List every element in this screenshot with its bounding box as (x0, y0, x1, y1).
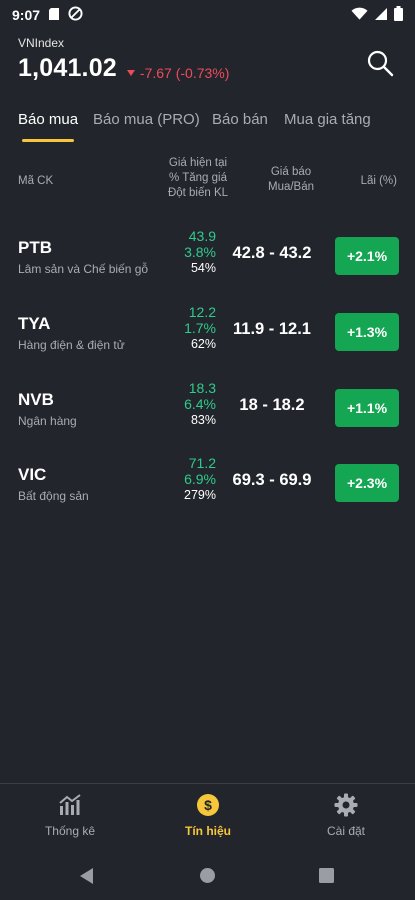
stock-volume-spike: 83% (190, 413, 216, 427)
nav-tin-hieu[interactable]: $ Tín hiệu (148, 792, 268, 838)
header-price-line3: Đột biến KL (167, 187, 229, 199)
active-tab-indicator (22, 139, 74, 142)
stock-quote: 42.8 - 43.2 (232, 244, 312, 262)
stock-price: 12.2 (188, 304, 216, 320)
nav-label: Tín hiệu (185, 824, 231, 838)
header-quote-line1: Giá báo (270, 166, 312, 178)
chart-icon (59, 794, 81, 815)
status-time: 9:07 (12, 7, 41, 23)
table-header: Mã CK Giá hiện tại % Tăng giá Đột biến K… (0, 156, 415, 208)
stock-volume-spike: 54% (190, 261, 216, 275)
stock-stats: 71.2 6.9% 279% (160, 455, 216, 503)
status-bar: 9:07 (0, 0, 415, 30)
index-change-text: -7.67 (-0.73%) (139, 65, 230, 81)
stock-pct-change: 6.9% (184, 471, 216, 487)
stock-pct-change: 1.7% (184, 320, 216, 336)
stock-price: 71.2 (188, 455, 216, 471)
sd-card-icon (48, 7, 60, 24)
table-row[interactable]: VIC Bất động sản 71.2 6.9% 279% 69.3 - 6… (0, 455, 415, 527)
profit-badge: +1.1% (335, 389, 399, 427)
stock-volume-spike: 279% (184, 488, 216, 502)
stock-code: VIC (18, 465, 47, 484)
profit-badge: +2.3% (335, 464, 399, 502)
tab-mua-gia-tang[interactable]: Mua gia tăng (284, 111, 371, 128)
index-change: -7.67 (-0.73%) (126, 65, 230, 81)
data-saver-icon (68, 6, 83, 24)
signal-icon (374, 7, 388, 24)
nav-thong-ke[interactable]: Thống kê (10, 792, 130, 838)
stock-quote: 69.3 - 69.9 (232, 471, 312, 489)
stock-volume-spike: 62% (190, 337, 216, 351)
nav-label: Thống kê (44, 824, 96, 838)
stock-stats: 12.2 1.7% 62% (160, 304, 216, 352)
search-icon (367, 50, 394, 77)
stock-stats: 18.3 6.4% 83% (160, 380, 216, 428)
nav-cai-dat[interactable]: Cài đặt (286, 792, 406, 838)
stock-code: NVB (18, 390, 54, 409)
header-price-line2: % Tăng giá (169, 172, 227, 184)
system-nav-bar (0, 851, 415, 900)
stock-pct-change: 3.8% (184, 244, 216, 260)
search-button[interactable] (365, 48, 395, 78)
stock-sector: Bất động sản (18, 489, 89, 503)
stock-quote: 18 - 18.2 (239, 396, 305, 414)
header-price-line1: Giá hiện tại (168, 157, 228, 169)
stock-sector: Ngân hàng (18, 414, 77, 428)
header-code: Mã CK (18, 175, 54, 187)
profit-badge: +1.3% (335, 313, 399, 351)
header-profit: Lãi (%) (360, 175, 397, 187)
stock-price: 18.3 (188, 380, 216, 396)
recents-icon[interactable] (319, 868, 334, 883)
stock-sector: Hàng điện & điện tử (18, 338, 125, 352)
stock-code: PTB (18, 238, 52, 257)
header-quote-line2: Mua/Bán (267, 181, 315, 193)
header-price: Giá hiện tại % Tăng giá Đột biến KL (158, 156, 238, 201)
index-value: 1,041.02 (18, 54, 117, 82)
stock-quote: 11.9 - 12.1 (233, 320, 311, 338)
stock-stats: 43.9 3.8% 54% (160, 228, 216, 276)
svg-text:$: $ (204, 797, 212, 813)
back-icon[interactable] (79, 867, 95, 885)
stock-sector: Lâm sản và Chế biến gỗ (18, 262, 149, 276)
header-quote: Giá báo Mua/Bán (246, 165, 336, 195)
table-row[interactable]: TYA Hàng điện & điện tử 12.2 1.7% 62% 11… (0, 304, 415, 376)
table-row[interactable]: PTB Lâm sản và Chế biến gỗ 43.9 3.8% 54%… (0, 228, 415, 300)
stock-code: TYA (18, 314, 51, 333)
nav-label: Cài đặt (326, 824, 366, 838)
home-icon[interactable] (199, 867, 216, 884)
dollar-coin-icon: $ (197, 794, 219, 816)
tab-bao-mua-pro[interactable]: Báo mua (PRO) (93, 111, 200, 128)
stock-pct-change: 6.4% (184, 396, 216, 412)
index-name: VNIndex (18, 36, 65, 50)
table-row[interactable]: NVB Ngân hàng 18.3 6.4% 83% 18 - 18.2 +1… (0, 380, 415, 452)
tab-bar: Báo mua Báo mua (PRO) Báo bán Mua gia tă… (0, 105, 415, 145)
stock-price: 43.9 (188, 228, 216, 244)
profit-badge: +2.1% (335, 237, 399, 275)
down-arrow-icon (126, 70, 135, 76)
battery-icon (394, 6, 403, 24)
tab-bao-mua[interactable]: Báo mua (18, 111, 79, 128)
index-header: VNIndex 1,041.02 -7.67 (-0.73%) (18, 36, 397, 92)
bottom-nav: Thống kê $ Tín hiệu Cài đặt (0, 783, 415, 851)
wifi-icon (351, 7, 368, 24)
tab-bao-ban[interactable]: Báo bán (212, 111, 268, 128)
gear-icon (334, 793, 358, 817)
